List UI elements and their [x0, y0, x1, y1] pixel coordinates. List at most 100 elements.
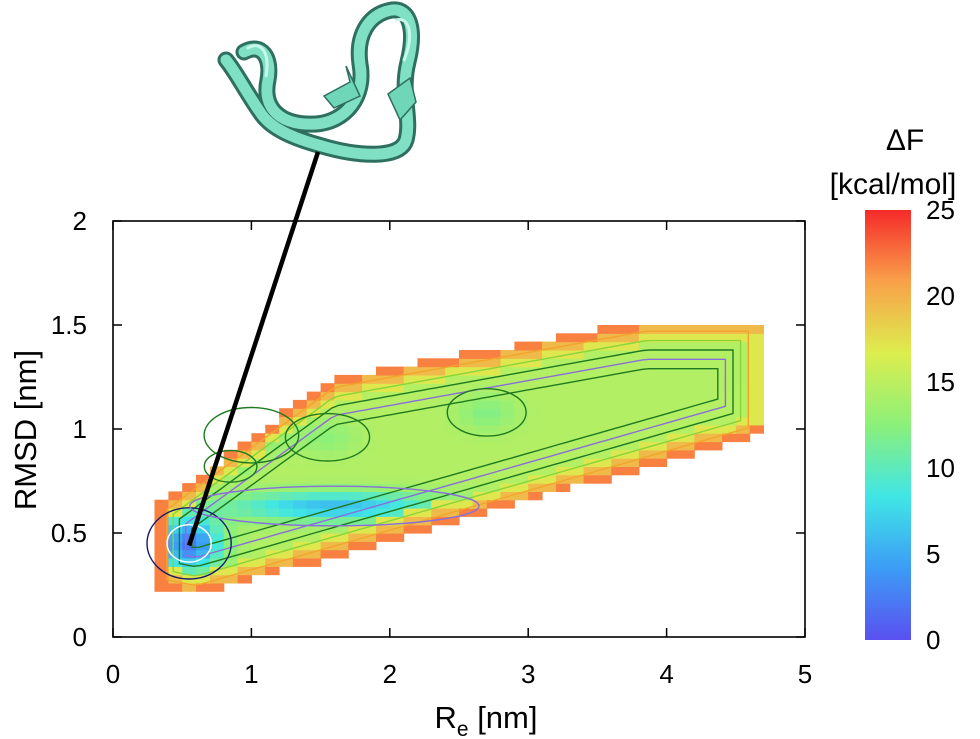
heatmap-cell: [265, 433, 280, 443]
heatmap-cell: [680, 424, 695, 434]
heatmap-cell: [168, 516, 183, 526]
heatmap-cell: [652, 441, 668, 451]
heatmap-cell: [251, 549, 266, 559]
heatmap-cell: [209, 582, 225, 592]
heatmap-cell: [417, 441, 432, 451]
heatmap-cell: [320, 466, 335, 476]
heatmap-cell: [666, 350, 681, 359]
heatmap-cell: [445, 408, 460, 418]
heatmap-cell: [182, 582, 197, 592]
heatmap-cell: [528, 433, 543, 443]
heatmap-cell: [528, 441, 543, 451]
heatmap-cell: [292, 399, 308, 409]
heatmap-cell: [597, 366, 612, 376]
heatmap-cell: [638, 350, 654, 359]
heatmap-cell: [403, 474, 418, 484]
heatmap-cell: [680, 391, 695, 401]
x-tick-label: 2: [383, 659, 397, 689]
heatmap-cell: [597, 424, 612, 434]
heatmap-cell: [251, 499, 266, 509]
heatmap-cell: [320, 549, 335, 559]
heatmap-cell: [417, 358, 432, 368]
heatmap-cell: [569, 374, 585, 384]
x-axis-label: Re [nm]: [435, 700, 538, 739]
heatmap-cell: [735, 333, 751, 343]
heatmap-cell: [597, 458, 612, 467]
heatmap-cell: [638, 408, 654, 418]
contour-line: [446, 387, 527, 437]
heatmap-cell: [625, 441, 640, 451]
heatmap-cell: [666, 433, 681, 443]
heatmap-cell: [542, 366, 557, 376]
heatmap-cell: [320, 499, 335, 509]
heatmap-cell: [722, 325, 737, 334]
heatmap-cell: [376, 416, 391, 426]
heatmap-cell: [625, 383, 640, 393]
heatmap-cell: [638, 458, 654, 467]
heatmap-cell: [694, 416, 709, 426]
heatmap-cell: [362, 441, 377, 451]
heatmap-cell: [708, 341, 723, 351]
heatmap-cell: [182, 541, 197, 551]
heatmap-cell: [597, 333, 612, 343]
heatmap-cell: [403, 524, 418, 534]
heatmap-cell: [306, 474, 322, 484]
heatmap-cell: [694, 441, 709, 451]
heatmap-cell: [279, 508, 294, 517]
heatmap-cell: [417, 524, 432, 534]
heatmap-cell: [237, 516, 252, 526]
heatmap-cell: [445, 366, 460, 376]
heatmap-cell: [251, 533, 266, 542]
heatmap-cell: [279, 466, 294, 476]
heatmap-cell: [196, 483, 211, 492]
heatmap-cell: [652, 399, 668, 409]
heatmap-cell: [708, 374, 723, 384]
heatmap-cell: [431, 516, 446, 526]
heatmap-cell: [666, 449, 681, 459]
heatmap-cell: [292, 491, 308, 501]
heatmap-cell: [279, 433, 294, 443]
heatmap-cell: [237, 566, 252, 576]
heatmap-cell: [306, 408, 322, 418]
heatmap-cell: [486, 374, 502, 384]
heatmap-cell: [320, 399, 335, 409]
heatmap-cell: [528, 408, 543, 418]
heatmap-cell: [279, 558, 294, 567]
heatmap-cell: [265, 449, 280, 459]
contour-line: [189, 485, 480, 527]
contour-line: [185, 358, 727, 558]
heatmap-cell: [320, 516, 335, 526]
heatmap-cell: [445, 474, 460, 484]
heatmap-cell: [182, 483, 197, 492]
heatmap-cell: [680, 333, 695, 343]
heatmap-cell: [722, 350, 737, 359]
y-tick-label: 0.5: [51, 518, 87, 548]
heatmap-cell: [486, 449, 502, 459]
heatmap-cell: [625, 424, 640, 434]
heatmap-cell: [209, 499, 225, 509]
heatmap-cell: [389, 383, 405, 393]
heatmap-cell: [334, 383, 349, 393]
heatmap-cell: [306, 524, 322, 534]
colorbar-tick-label: 20: [926, 281, 955, 311]
heatmap-cell: [362, 408, 377, 418]
heatmap-cell: [528, 491, 543, 501]
heatmap-cell: [209, 491, 225, 501]
heatmap-cell: [583, 366, 598, 376]
heatmap-cell: [251, 566, 266, 576]
heatmap-cell: [569, 449, 585, 459]
heatmap-cell: [320, 433, 335, 443]
heatmap-cell: [445, 399, 460, 409]
heatmap-cell: [403, 441, 418, 451]
heatmap-cell: [625, 374, 640, 384]
heatmap-cell: [417, 483, 432, 492]
heatmap-cell: [597, 358, 612, 368]
heatmap-cell: [431, 458, 446, 467]
heatmap-cell: [362, 524, 377, 534]
heatmap-cell: [555, 424, 571, 434]
heatmap-cell: [500, 383, 515, 393]
y-tick-label: 1.5: [51, 310, 87, 340]
heatmap-cell: [348, 424, 363, 434]
heatmap-cell: [528, 466, 543, 476]
heatmap-cell: [514, 366, 529, 376]
